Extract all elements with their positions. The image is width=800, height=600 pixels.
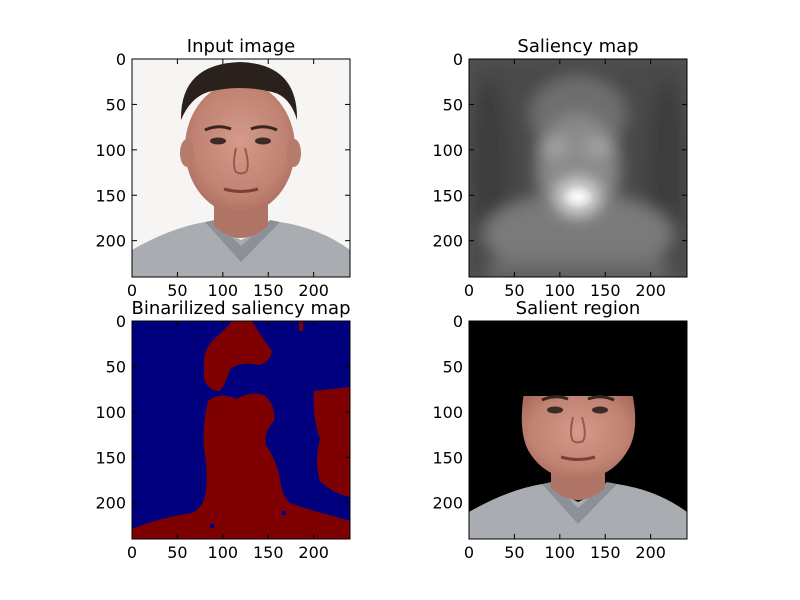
x-axis: 0 50 100 150 200 <box>464 59 666 300</box>
x-tick-label: 200 <box>298 543 329 562</box>
x-tick-label: 0 <box>127 543 137 562</box>
y-tick-label: 200 <box>95 232 126 251</box>
x-tick-label: 50 <box>167 543 187 562</box>
y-axis: 0 50 100 150 200 <box>432 312 687 513</box>
panel-title: Salient region <box>516 298 641 319</box>
x-tick-label: 200 <box>635 543 666 562</box>
y-axis: 0 50 100 150 200 <box>432 50 687 251</box>
y-tick-label: 100 <box>432 141 463 160</box>
y-tick-label: 100 <box>432 403 463 422</box>
saliency-image <box>469 59 687 277</box>
binary-map-image <box>132 321 350 539</box>
x-tick-label: 0 <box>127 281 137 300</box>
panel-input-image: Input image 0 50 100 15 <box>95 36 351 300</box>
y-tick-label: 100 <box>95 403 126 422</box>
input-image <box>132 59 350 277</box>
x-axis: 0 50 100 150 200 <box>464 321 666 562</box>
y-tick-label: 50 <box>106 95 126 114</box>
axes-frame <box>131 320 351 540</box>
x-tick-label: 200 <box>298 281 329 300</box>
x-axis: 0 50 100 150 200 <box>127 59 329 300</box>
axes-frame <box>131 58 351 278</box>
y-tick-label: 0 <box>453 312 463 331</box>
y-tick-label: 150 <box>432 448 463 467</box>
y-tick-label: 150 <box>95 186 126 205</box>
y-tick-label: 200 <box>432 494 463 513</box>
panel-title: Binarilized saliency map <box>131 298 350 319</box>
y-tick-label: 0 <box>116 312 126 331</box>
x-tick-label: 100 <box>545 543 576 562</box>
y-tick-label: 0 <box>453 50 463 69</box>
x-tick-label: 0 <box>464 281 474 300</box>
y-tick-label: 150 <box>432 186 463 205</box>
x-tick-label: 200 <box>635 281 666 300</box>
y-tick-label: 200 <box>432 232 463 251</box>
panel-title: Input image <box>187 36 295 57</box>
x-tick-label: 50 <box>504 281 524 300</box>
panel-saliency-map: Saliency map 0 50 100 15 <box>432 36 688 300</box>
x-tick-label: 150 <box>590 543 621 562</box>
x-tick-label: 150 <box>253 543 284 562</box>
panel-binarized-map: Binarilized saliency map 0 50 100 150 <box>95 298 350 562</box>
y-tick-label: 150 <box>95 448 126 467</box>
x-tick-label: 100 <box>208 281 239 300</box>
y-tick-label: 200 <box>95 494 126 513</box>
y-axis: 0 50 100 150 200 <box>95 312 350 513</box>
y-tick-label: 50 <box>443 95 463 114</box>
x-axis: 0 50 100 150 200 <box>127 321 329 562</box>
x-tick-label: 50 <box>504 543 524 562</box>
y-tick-label: 50 <box>443 357 463 376</box>
y-tick-label: 0 <box>116 50 126 69</box>
y-tick-label: 100 <box>95 141 126 160</box>
x-tick-label: 100 <box>208 543 239 562</box>
x-tick-label: 100 <box>545 281 576 300</box>
y-axis: 0 50 100 150 200 <box>95 50 350 251</box>
axes-frame <box>468 320 688 540</box>
salient-region-image <box>469 321 687 539</box>
x-tick-label: 0 <box>464 543 474 562</box>
panel-title: Saliency map <box>517 36 638 57</box>
axes-frame <box>468 58 688 278</box>
x-tick-label: 150 <box>253 281 284 300</box>
x-tick-label: 50 <box>167 281 187 300</box>
x-tick-label: 150 <box>590 281 621 300</box>
y-tick-label: 50 <box>106 357 126 376</box>
